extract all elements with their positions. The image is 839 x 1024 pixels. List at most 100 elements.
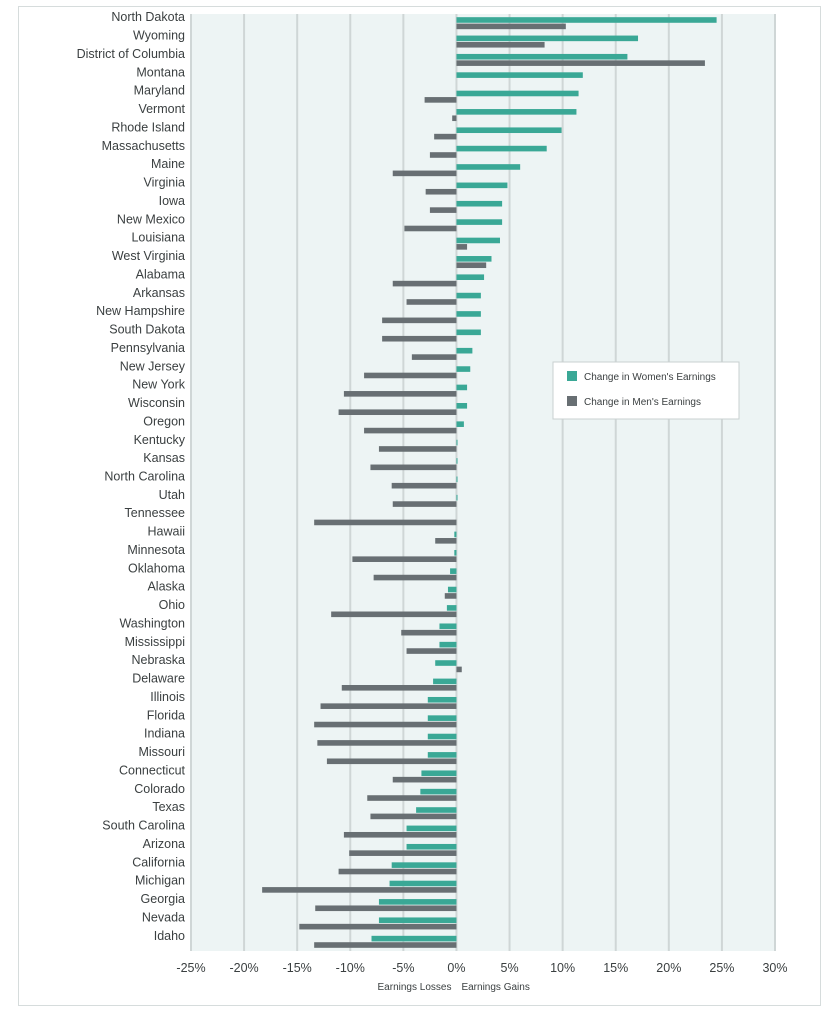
category-label: Connecticut	[119, 763, 186, 777]
bar-men	[314, 721, 457, 728]
bar-women	[433, 678, 457, 685]
category-label: Idaho	[154, 929, 185, 943]
category-labels: North Dakota Wyoming District of Columbia M…	[77, 10, 186, 943]
bar-men	[338, 409, 457, 416]
category-label: Mississippi	[125, 635, 185, 649]
bar-women	[456, 35, 639, 42]
category-label: Missouri	[138, 745, 185, 759]
category-label: Arizona	[143, 837, 185, 851]
bar-men	[406, 648, 457, 654]
bar-women	[456, 53, 628, 60]
bar-women	[456, 494, 458, 501]
bar-women	[427, 715, 457, 721]
category-label: Massachusetts	[102, 139, 185, 153]
bar-men	[314, 519, 457, 526]
bar-men	[370, 813, 457, 820]
bar-men	[314, 942, 457, 948]
bar-women	[456, 274, 485, 281]
category-label: New Jersey	[120, 359, 186, 373]
x-tick-label: 30%	[762, 961, 787, 975]
category-label: Delaware	[132, 672, 185, 686]
bar-women	[456, 458, 458, 464]
bar-men	[392, 776, 457, 783]
bar-women	[456, 311, 481, 317]
category-label: Vermont	[138, 102, 185, 116]
bar-women	[427, 733, 457, 740]
x-axis-note-gains: Earnings Gains	[461, 982, 529, 993]
bar-men	[341, 684, 457, 691]
bar-men	[391, 482, 457, 489]
bar-women	[456, 72, 583, 78]
category-label: Colorado	[134, 782, 185, 796]
bar-women	[456, 439, 458, 446]
bar-men	[352, 556, 457, 562]
bar-women	[456, 164, 521, 170]
bar-men	[338, 868, 457, 875]
bar-men	[320, 703, 457, 709]
category-label: Montana	[136, 65, 185, 79]
x-tick-label: 10%	[550, 961, 575, 975]
category-label: South Carolina	[102, 819, 185, 833]
category-label: Indiana	[144, 727, 185, 741]
bar-women	[439, 623, 457, 630]
category-label: North Carolina	[104, 470, 185, 484]
category-label: Texas	[152, 800, 185, 814]
bar-men	[326, 758, 457, 765]
bar-men	[343, 391, 457, 397]
category-label: Washington	[119, 616, 185, 630]
bar-women	[456, 256, 492, 262]
bar-men	[406, 299, 457, 305]
category-label: Alabama	[136, 267, 185, 281]
x-axis-ticks: -25% -20% -15% -10% -5% 0% 5% 10% 15% 20% 25% 30%	[176, 961, 787, 975]
bar-men	[392, 501, 457, 507]
category-label: New Hampshire	[96, 304, 185, 318]
category-label: Hawaii	[147, 525, 185, 539]
bar-men	[456, 41, 545, 48]
bar-women	[406, 825, 457, 832]
bar-men	[456, 262, 487, 269]
category-label: Nevada	[142, 910, 185, 924]
bar-women	[456, 145, 547, 152]
x-tick-label: 5%	[501, 961, 519, 975]
category-label: California	[132, 855, 185, 869]
legend-swatch-men	[567, 396, 577, 406]
x-tick-label: -10%	[336, 961, 365, 975]
category-label: Minnesota	[127, 543, 185, 557]
x-axis-note-losses: Earnings Losses	[378, 982, 452, 993]
plot-area	[191, 14, 775, 951]
x-tick-label: 25%	[709, 961, 734, 975]
x-tick-label: 20%	[656, 961, 681, 975]
bars	[262, 17, 717, 948]
bar-women	[456, 329, 481, 336]
category-label: South Dakota	[109, 323, 185, 337]
bar-women	[447, 586, 457, 593]
bar-men	[317, 740, 457, 746]
category-label: West Virginia	[112, 249, 185, 263]
bar-women	[456, 90, 579, 97]
bar-women	[378, 917, 457, 924]
bar-men	[401, 629, 457, 636]
legend-swatch-women	[567, 371, 577, 381]
bar-men	[392, 170, 457, 177]
bar-women	[456, 237, 500, 244]
category-label: Maine	[151, 157, 185, 171]
bar-women	[371, 935, 457, 942]
bar-women	[456, 476, 458, 483]
bar-men	[425, 188, 457, 195]
bar-women	[456, 219, 503, 225]
bar-women	[421, 770, 457, 777]
bar-women	[456, 182, 508, 189]
category-label: Arkansas	[133, 286, 185, 300]
bar-men	[392, 280, 457, 287]
bar-women	[391, 862, 457, 868]
bar-women	[427, 696, 457, 703]
bar-men	[456, 23, 566, 30]
category-label: Michigan	[135, 874, 185, 888]
x-tick-label: 15%	[603, 961, 628, 975]
bar-men	[444, 593, 457, 599]
bar-men	[343, 831, 457, 838]
category-label: Louisiana	[131, 231, 185, 245]
bar-women	[456, 347, 473, 354]
bar-women	[456, 366, 471, 372]
